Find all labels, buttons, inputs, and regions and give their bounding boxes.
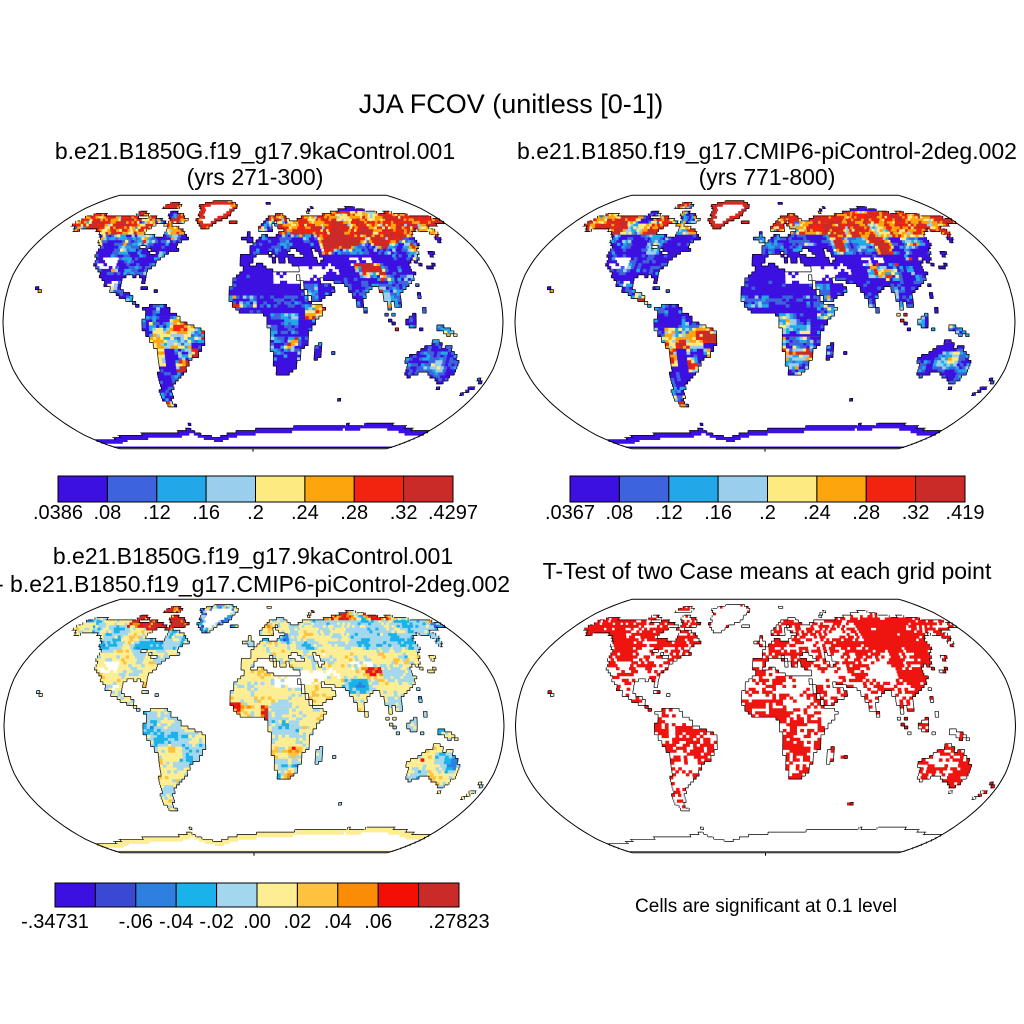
svg-text:.2: .2 <box>759 502 776 524</box>
svg-text:.12: .12 <box>143 502 171 524</box>
svg-text:.0367: .0367 <box>545 502 595 524</box>
svg-text:-.06: -.06 <box>119 911 153 933</box>
svg-text:-.04: -.04 <box>159 911 193 933</box>
svg-text:.24: .24 <box>291 502 319 524</box>
svg-text:.16: .16 <box>192 502 220 524</box>
svg-text:.02: .02 <box>283 911 311 933</box>
svg-text:b.e21.B1850.f19_g17.CMIP6-piCo: b.e21.B1850.f19_g17.CMIP6-piControl-2deg… <box>517 138 1017 164</box>
svg-text:(yrs 271-300): (yrs 271-300) <box>187 164 324 190</box>
svg-text:-.02: -.02 <box>199 911 233 933</box>
svg-text:.08: .08 <box>93 502 121 524</box>
svg-text:.32: .32 <box>902 502 930 524</box>
svg-text:b.e21.B1850G.f19_g17.9kaContro: b.e21.B1850G.f19_g17.9kaControl.001 <box>55 138 455 164</box>
svg-text:.24: .24 <box>803 502 831 524</box>
svg-text:.06: .06 <box>364 911 392 933</box>
svg-text:JJA FCOV (unitless [0-1]): JJA FCOV (unitless [0-1]) <box>359 89 664 119</box>
svg-text:.08: .08 <box>605 502 633 524</box>
svg-text:.04: .04 <box>324 911 352 933</box>
svg-text:- b.e21.B1850.f19_g17.CMIP6-pi: - b.e21.B1850.f19_g17.CMIP6-piControl-2d… <box>0 571 510 597</box>
svg-text:(yrs 771-800): (yrs 771-800) <box>699 164 836 190</box>
svg-text:.28: .28 <box>340 502 368 524</box>
svg-text:Cells are significant at 0.1 l: Cells are significant at 0.1 level <box>635 896 897 917</box>
svg-text:-.34731: -.34731 <box>21 911 89 933</box>
svg-text:.00: .00 <box>243 911 271 933</box>
svg-text:.2: .2 <box>247 502 264 524</box>
svg-text:.27823: .27823 <box>428 911 489 933</box>
svg-text:.12: .12 <box>655 502 683 524</box>
svg-text:.419: .419 <box>946 502 985 524</box>
svg-text:.0386: .0386 <box>33 502 83 524</box>
svg-text:.4297: .4297 <box>428 502 478 524</box>
svg-text:T-Test of two Case means at ea: T-Test of two Case means at each grid po… <box>543 558 992 584</box>
svg-text:.16: .16 <box>704 502 732 524</box>
svg-text:.32: .32 <box>390 502 418 524</box>
svg-text:b.e21.B1850G.f19_g17.9kaContro: b.e21.B1850G.f19_g17.9kaControl.001 <box>53 543 453 569</box>
svg-text:.28: .28 <box>852 502 880 524</box>
